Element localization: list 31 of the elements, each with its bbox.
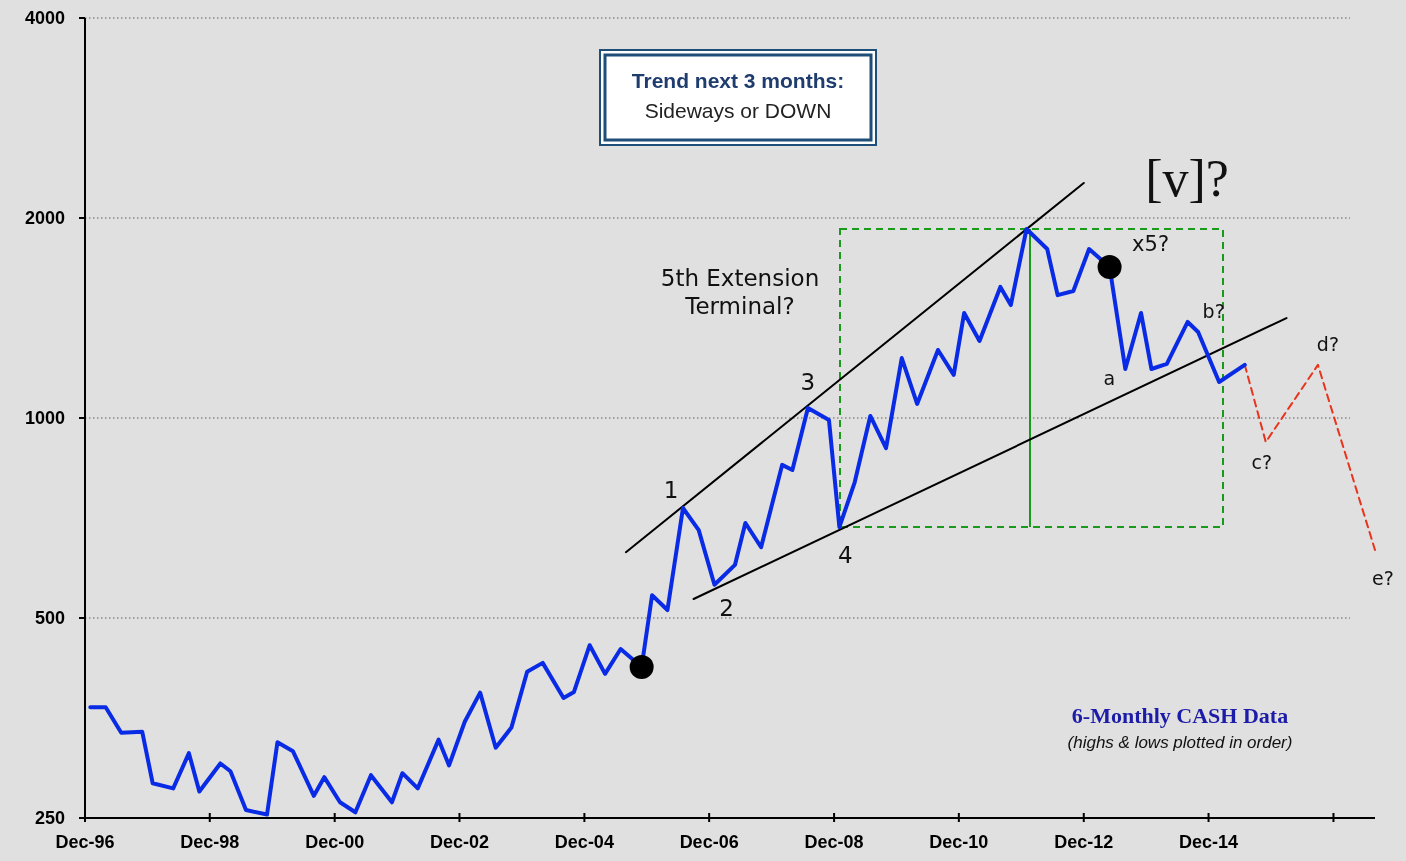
x-tick-label: Dec-06: [679, 832, 739, 852]
annotation: (highs & lows plotted in order): [1067, 733, 1293, 752]
y-tick-label: 1000: [24, 408, 65, 428]
y-tick-label: 2000: [24, 208, 65, 228]
annotation: 6-Monthly CASH Data: [1071, 703, 1289, 728]
y-tick-label: 500: [34, 608, 65, 628]
annotation: 5th Extension Terminal?: [660, 265, 820, 319]
x-tick-label: Dec-02: [429, 832, 489, 852]
x-tick-label: Dec-12: [1054, 832, 1114, 852]
annotation: b?: [1202, 299, 1225, 322]
x-tick-label: Dec-98: [180, 832, 240, 852]
x-tick-label: Dec-14: [1179, 832, 1239, 852]
annotation: 4: [838, 542, 853, 569]
x-tick-label: Dec-96: [55, 832, 115, 852]
annotation: x5?: [1132, 231, 1170, 256]
x-tick-label: Dec-10: [929, 832, 989, 852]
y-tick-label: 250: [34, 808, 65, 828]
x-tick-label: Dec-08: [804, 832, 864, 852]
annotation: a: [1103, 367, 1116, 390]
annotation: 3: [800, 369, 816, 396]
annotation: 1: [663, 477, 679, 504]
annotation: d?: [1316, 332, 1339, 355]
annotation: 2: [719, 594, 734, 621]
text: Sideways or DOWN: [644, 99, 832, 122]
annotation: [v]?: [1145, 150, 1229, 207]
annotation: e?: [1372, 566, 1394, 589]
text: Trend next 3 months:: [631, 69, 845, 92]
x-tick-label: Dec-00: [305, 832, 365, 852]
x-tick-label: Dec-04: [554, 832, 614, 852]
annotation: c?: [1251, 451, 1273, 474]
y-tick-label: 4000: [24, 8, 65, 28]
